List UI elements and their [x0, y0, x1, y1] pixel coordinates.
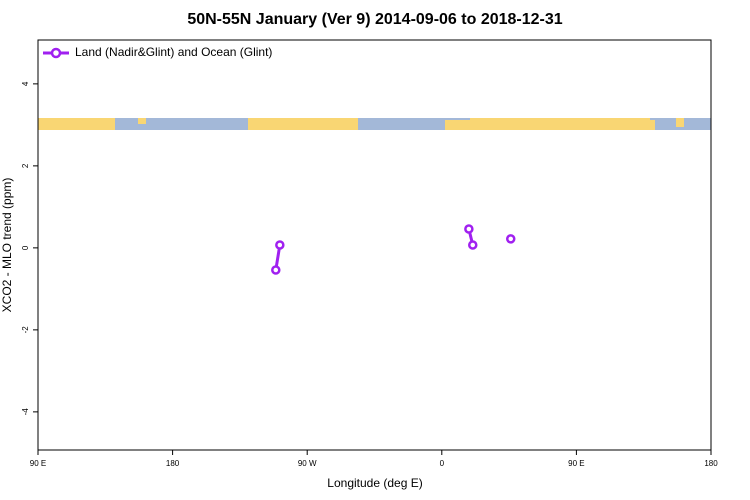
- land-ocean-strip: [38, 118, 711, 130]
- x-tick-label: 180: [704, 459, 718, 468]
- legend-label: Land (Nadir&Glint) and Ocean (Glint): [75, 45, 272, 59]
- y-tick-label: 0: [21, 245, 30, 250]
- y-tick-label: 2: [21, 163, 30, 168]
- chart-title: 50N-55N January (Ver 9) 2014-09-06 to 20…: [187, 11, 562, 28]
- y-tick-label: -2: [21, 326, 30, 334]
- x-tick-label: 180: [166, 459, 180, 468]
- y-tick-label: 4: [21, 81, 30, 86]
- x-tick-label: 90 E: [568, 459, 584, 468]
- legend-marker: [50, 47, 62, 59]
- plot-frame: [37, 39, 712, 451]
- point: [468, 240, 478, 250]
- y-tick-label: -4: [21, 408, 30, 416]
- point: [275, 240, 285, 250]
- x-tick-label: 90 W: [298, 459, 317, 468]
- point: [271, 265, 281, 275]
- x-axis-label: Longitude (deg E): [327, 476, 422, 490]
- point: [505, 234, 516, 244]
- x-tick-label: 90 E: [30, 459, 46, 468]
- point: [464, 224, 474, 234]
- legend: Land (Nadir&Glint) and Ocean (Glint): [43, 45, 272, 59]
- y-axis-label: XCO2 - MLO trend (ppm): [0, 178, 14, 313]
- x-tick-label: 0: [440, 459, 445, 468]
